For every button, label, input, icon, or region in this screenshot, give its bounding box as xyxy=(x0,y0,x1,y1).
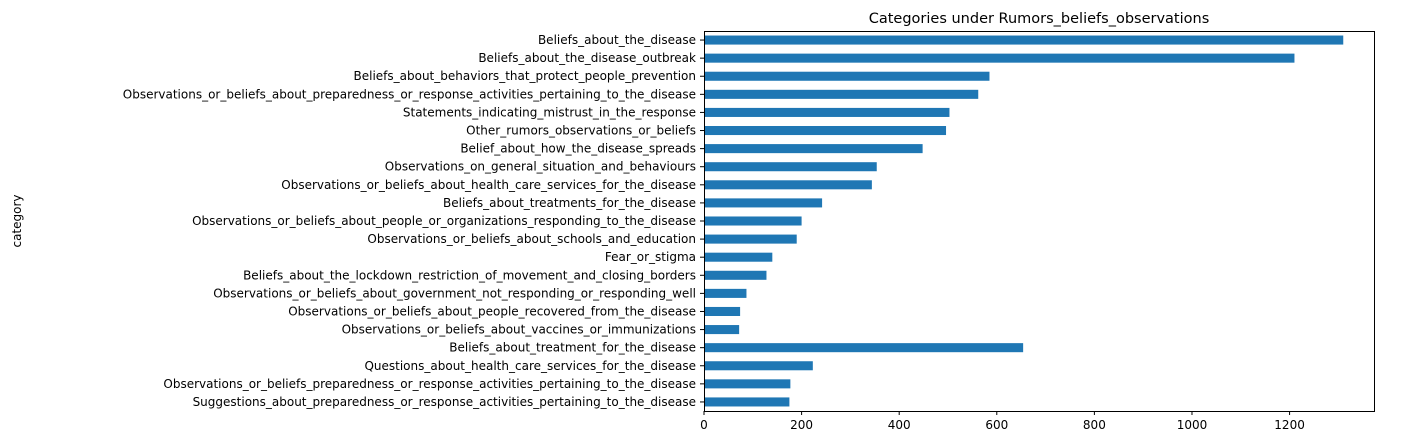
bar-16 xyxy=(704,325,740,335)
x-tick-label-4: 800 xyxy=(1083,418,1106,432)
bar-10 xyxy=(704,216,802,226)
y-tick-label-2: Beliefs_about_behaviors_that_protect_peo… xyxy=(354,69,697,83)
bar-2 xyxy=(704,71,990,81)
x-tick-label-1: 200 xyxy=(790,418,813,432)
bar-0 xyxy=(704,35,1344,45)
y-tick-label-5: Other_rumors_observations_or_beliefs xyxy=(466,124,696,138)
bar-11 xyxy=(704,234,797,244)
bar-3 xyxy=(704,89,979,99)
y-tick-label-20: Suggestions_about_preparedness_or_respon… xyxy=(193,395,696,409)
x-ticks-group: 0 200 400 600 800 1000 1200 xyxy=(700,411,1305,432)
y-tick-label-1: Beliefs_about_the_disease_outbreak xyxy=(478,51,696,65)
y-tick-label-8: Observations_or_beliefs_about_health_car… xyxy=(281,178,696,192)
bar-1 xyxy=(704,53,1295,63)
bar-6 xyxy=(704,144,923,154)
bars-group xyxy=(704,35,1344,407)
bar-20 xyxy=(704,397,790,407)
y-tick-label-10: Observations_or_beliefs_about_people_or_… xyxy=(192,214,696,228)
y-tick-label-0: Beliefs_about_the_disease xyxy=(538,33,696,47)
x-tick-label-5: 1000 xyxy=(1177,418,1208,432)
x-tick-label-6: 1200 xyxy=(1274,418,1305,432)
y-tick-label-11: Observations_or_beliefs_about_schools_an… xyxy=(367,232,696,246)
y-tick-label-15: Observations_or_beliefs_about_people_rec… xyxy=(288,304,696,318)
x-tick-label-0: 0 xyxy=(700,418,708,432)
chart-title: Categories under Rumors_beliefs_observat… xyxy=(869,11,1210,27)
bar-5 xyxy=(704,126,947,136)
y-ticks-group: Beliefs_about_the_disease Beliefs_about_t… xyxy=(123,33,704,409)
y-tick-label-6: Belief_about_how_the_disease_spreads xyxy=(460,142,696,156)
y-tick-label-9: Beliefs_about_treatments_for_the_disease xyxy=(443,196,696,210)
y-tick-label-12: Fear_or_stigma xyxy=(605,250,696,264)
bar-7 xyxy=(704,162,877,172)
y-tick-label-13: Beliefs_about_the_lockdown_restriction_o… xyxy=(243,268,696,282)
bar-4 xyxy=(704,107,950,117)
bar-17 xyxy=(704,343,1024,353)
y-tick-label-14: Observations_or_beliefs_about_government… xyxy=(213,286,696,300)
y-tick-label-3: Observations_or_beliefs_about_preparedne… xyxy=(123,87,696,101)
y-tick-label-19: Observations_or_beliefs_preparedness_or_… xyxy=(163,377,696,391)
y-tick-label-18: Questions_about_health_care_services_for… xyxy=(364,359,696,373)
bar-19 xyxy=(704,379,791,389)
bar-12 xyxy=(704,252,773,262)
plot-frame xyxy=(704,31,1375,412)
bar-14 xyxy=(704,288,747,298)
y-tick-label-17: Beliefs_about_treatment_for_the_disease xyxy=(449,341,696,355)
y-tick-label-16: Observations_or_beliefs_about_vaccines_o… xyxy=(342,323,696,337)
x-tick-label-2: 400 xyxy=(888,418,911,432)
bar-15 xyxy=(704,306,741,316)
y-axis-label: category xyxy=(10,194,24,247)
x-tick-label-3: 600 xyxy=(985,418,1008,432)
y-tick-label-7: Observations_on_general_situation_and_be… xyxy=(385,160,696,174)
bar-18 xyxy=(704,361,813,371)
bar-8 xyxy=(704,180,872,190)
bar-9 xyxy=(704,198,823,208)
y-tick-label-4: Statements_indicating_mistrust_in_the_re… xyxy=(403,105,696,119)
bar-13 xyxy=(704,270,767,280)
